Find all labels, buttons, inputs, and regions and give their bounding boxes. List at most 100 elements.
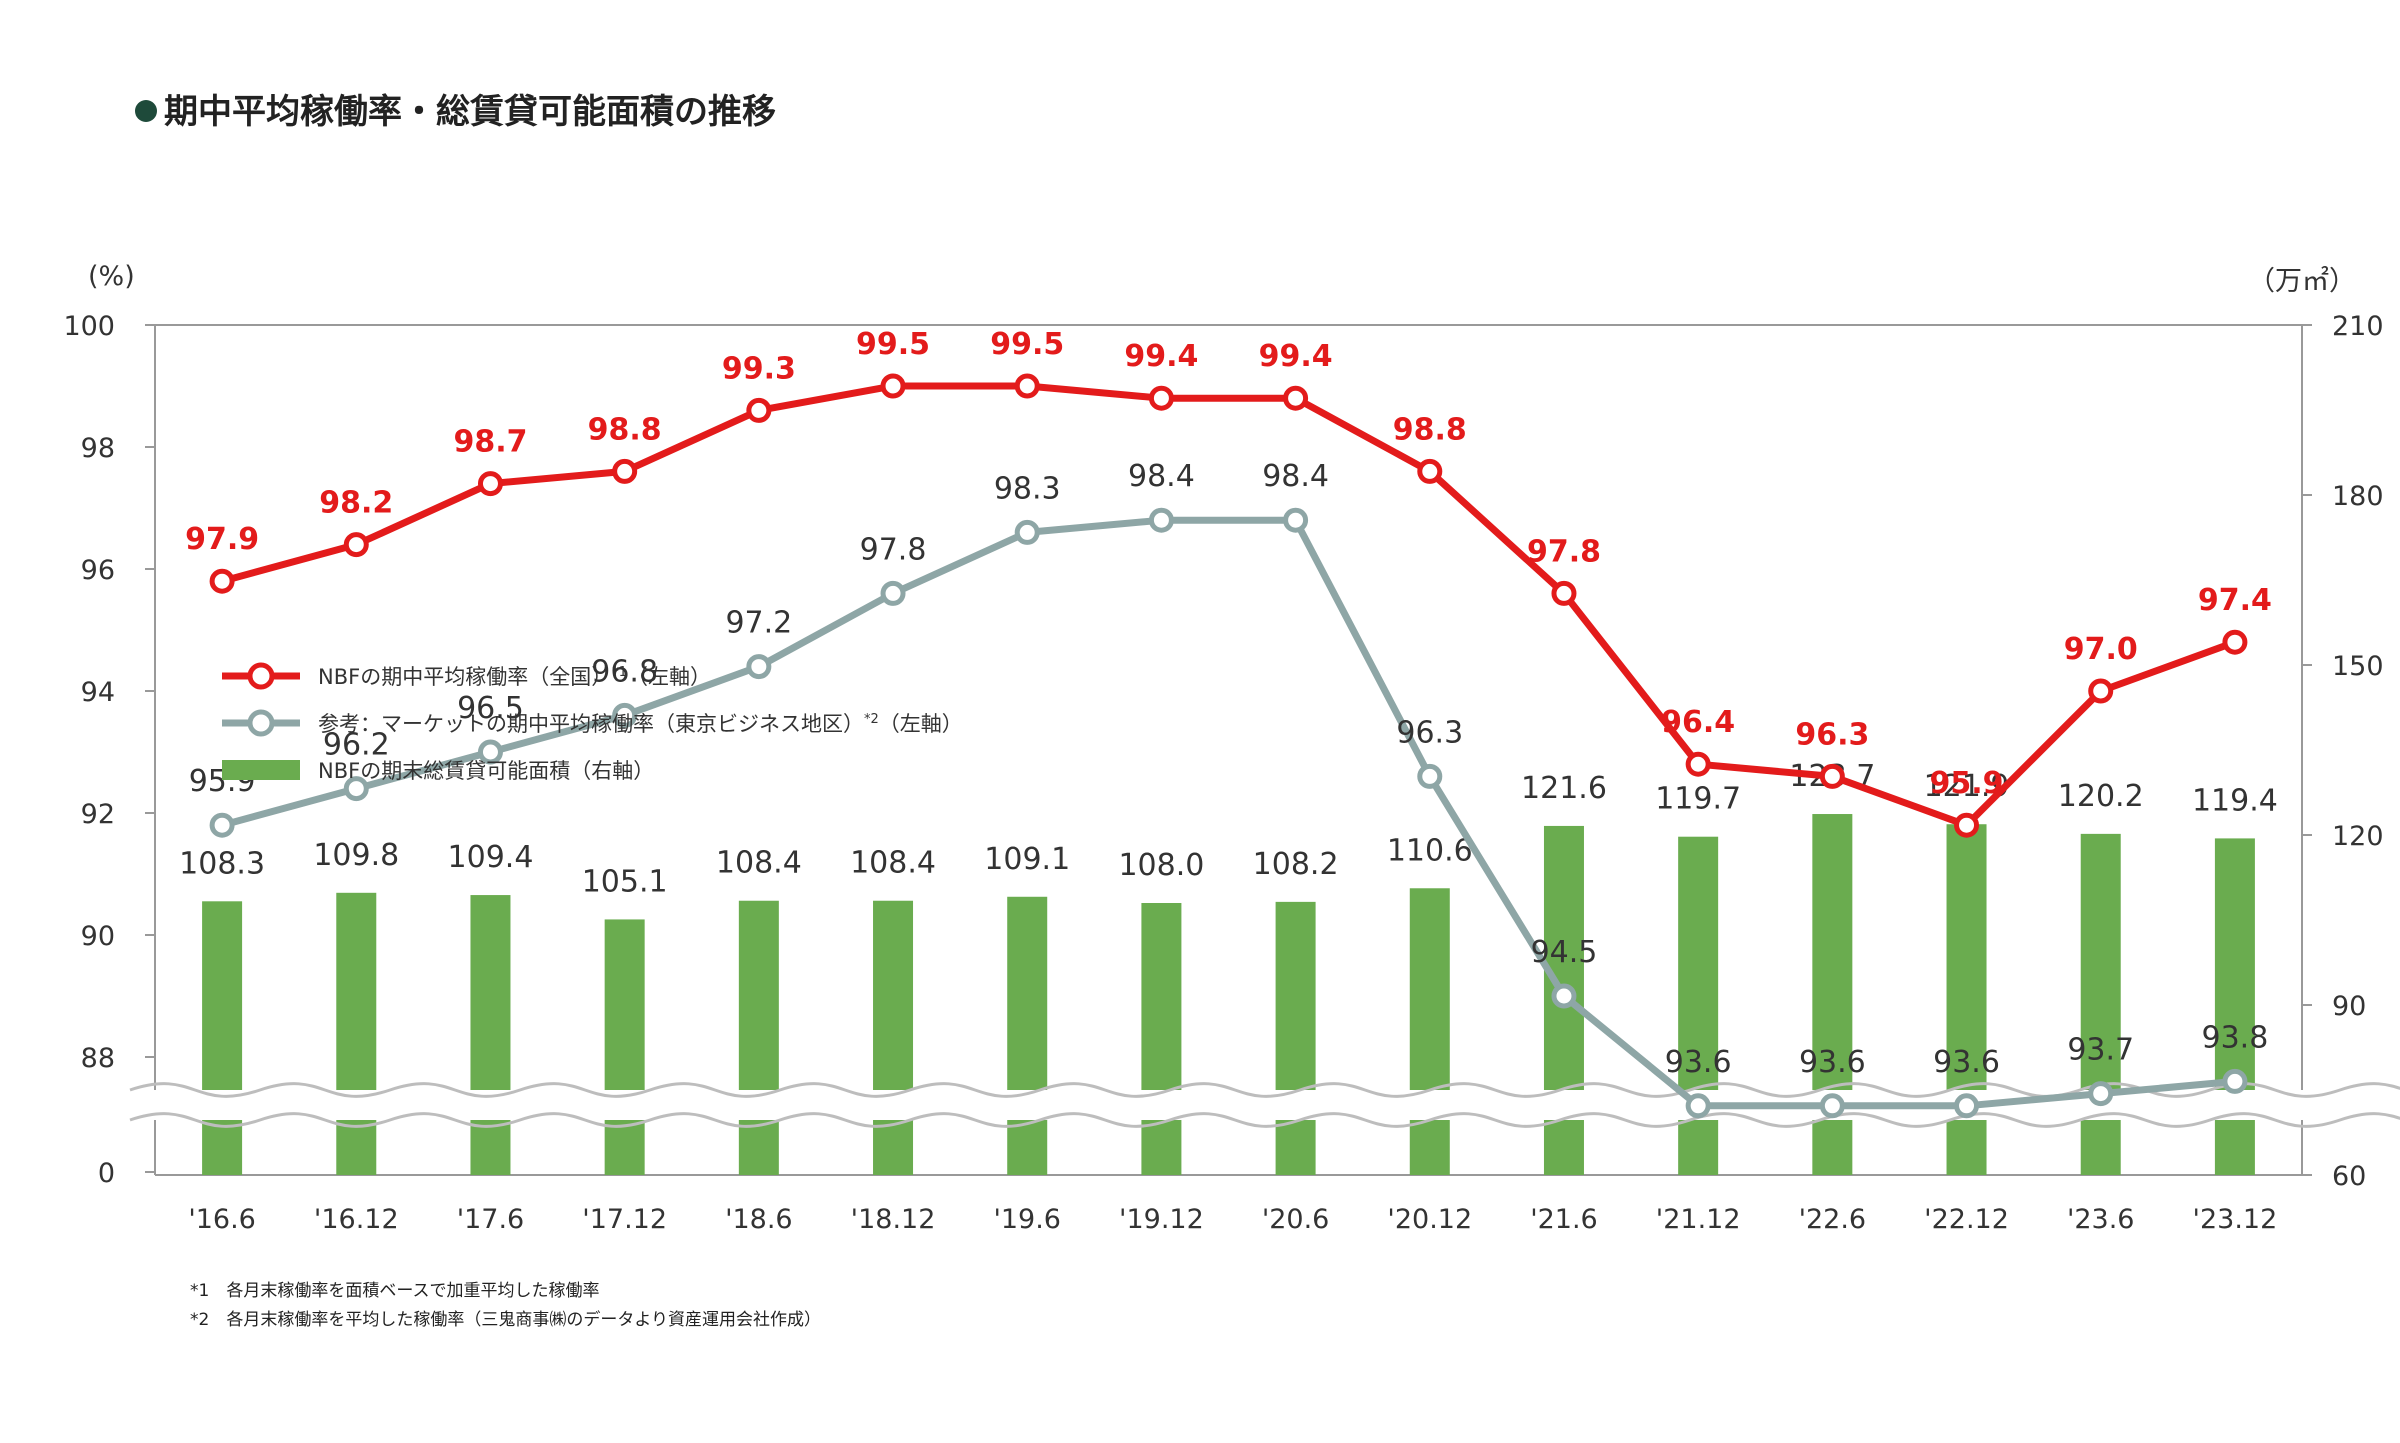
market-data-label: 98.3 [994, 471, 1061, 506]
market-data-label: 93.6 [1665, 1045, 1732, 1080]
occupancy-point [2088, 678, 2114, 704]
occupancy-point [1148, 385, 1174, 411]
area-bar [470, 895, 511, 1175]
left-tick-label: 98 [81, 433, 115, 464]
occupancy-data-label: 99.4 [1259, 339, 1333, 374]
occupancy-point [1819, 763, 1845, 789]
occupancy-point [477, 471, 503, 497]
area-bar-label: 108.4 [850, 846, 936, 881]
bar-series: 108.3 109.8 109.4 105.1 108.4 108.4 109.1 108.0… [179, 759, 2278, 1175]
x-tick-label: '17.12 [582, 1204, 667, 1235]
area-bar [738, 900, 779, 1175]
right-tick-label: 180 [2332, 481, 2384, 512]
market-point [477, 739, 503, 765]
svg-text:NBFの期中平均稼働率（全国）*1（左軸）: NBFの期中平均稼働率（全国）*1（左軸） [318, 665, 711, 689]
svg-text:NBFの期末総賃貸可能面積（右軸）: NBFの期末総賃貸可能面積（右軸） [318, 759, 654, 783]
market-point [1417, 763, 1443, 789]
area-bar [2214, 838, 2255, 1175]
x-tick-label: '20.12 [1387, 1204, 1472, 1235]
plot-frame [154, 324, 2303, 1176]
axis-break-wave-top [129, 1082, 2400, 1098]
legend: NBFの期中平均稼働率（全国）*1（左軸） 参考：マーケットの期中平均稼働率（東… [222, 662, 963, 783]
market-data-label: 96.5 [457, 691, 524, 726]
area-bar [202, 901, 243, 1175]
occupancy-point [2222, 629, 2248, 655]
area-bar [2080, 833, 2121, 1175]
x-tick-label: '18.12 [851, 1204, 936, 1235]
market-point [880, 580, 906, 606]
occupancy-line [221, 382, 2237, 829]
market-point [746, 654, 772, 680]
axis-break [128, 1082, 2400, 1128]
market-data-label: 94.5 [1531, 935, 1598, 970]
area-bar-label: 110.6 [1387, 833, 1473, 868]
legend-sup-occupancy: *1 [612, 665, 627, 680]
left-tick-label: 88 [81, 1043, 115, 1074]
market-point [209, 812, 235, 838]
left-tick-label: 96 [81, 555, 115, 586]
area-bar [1409, 888, 1450, 1175]
line-series: 97.9 98.2 98.7 98.8 99.3 99.5 99.5 99.4 99.4 98.8… [185, 327, 2272, 1119]
area-bar [1946, 824, 1987, 1175]
market-line [221, 516, 2236, 1110]
area-bar [604, 919, 645, 1175]
axis-break-wave-bottom [129, 1112, 2400, 1128]
occupancy-data-label: 98.7 [453, 425, 527, 460]
occupancy-point [612, 458, 638, 484]
occupancy-point [1014, 373, 1040, 399]
right-tick-label: 120 [2332, 821, 2384, 852]
market-point [612, 702, 638, 728]
market-point [2222, 1068, 2248, 1094]
occupancy-data-label: 95.9 [1930, 766, 2004, 801]
x-axis-ticks: '16.6 '16.12 '17.6 '17.12 '18.6 '18.12 '19.6 '1… [188, 1204, 2277, 1235]
occupancy-point [209, 568, 235, 594]
footnote-1: *1 各月末稼働率を面積ベースで加重平均した稼働率 [190, 1281, 599, 1301]
right-tick-label: 60 [2332, 1161, 2366, 1192]
x-tick-label: '20.6 [1262, 1204, 1330, 1235]
market-data-label: 98.4 [1262, 459, 1329, 494]
left-tick-label: 92 [81, 799, 115, 830]
legend-label-market: 参考：マーケットの期中平均稼働率（東京ビジネス地区） [318, 712, 864, 736]
right-tick-label: 210 [2332, 311, 2384, 342]
x-tick-label: '16.12 [314, 1204, 399, 1235]
x-tick-label: '23.12 [2193, 1204, 2278, 1235]
legend-axis-note-occupancy: （左軸） [627, 665, 711, 689]
occupancy-data-label: 97.8 [1527, 534, 1601, 569]
area-bar-label: 119.4 [2192, 783, 2278, 818]
occupancy-point [1417, 458, 1443, 484]
area-bar [1275, 901, 1316, 1175]
occupancy-data-label: 97.4 [2198, 583, 2272, 618]
left-axis-ticks: 100 98 96 94 92 90 88 0 [63, 311, 155, 1189]
occupancy-data-label: 99.4 [1124, 339, 1198, 374]
occupancy-data-label: 96.3 [1795, 717, 1869, 752]
occupancy-point [1685, 751, 1711, 777]
occupancy-point [880, 373, 906, 399]
area-bar-label: 108.0 [1118, 848, 1204, 883]
title-bullet-icon [135, 100, 157, 122]
x-tick-label: '16.6 [188, 1204, 256, 1235]
market-point [1283, 507, 1309, 533]
market-data-label: 98.4 [1128, 459, 1195, 494]
market-point [1551, 983, 1577, 1009]
x-tick-label: '22.12 [1924, 1204, 2009, 1235]
occupancy-data-label: 97.0 [2064, 632, 2138, 667]
market-data-label: 93.6 [1799, 1045, 1866, 1080]
legend-item-area: NBFの期末総賃貸可能面積（右軸） [222, 759, 654, 783]
occupancy-point [746, 397, 772, 423]
x-tick-label: '22.6 [1799, 1204, 1867, 1235]
occupancy-data-label: 98.2 [319, 486, 393, 521]
area-bar-label: 108.4 [716, 846, 802, 881]
area-bar [1141, 903, 1182, 1175]
x-tick-label: '19.12 [1119, 1204, 1204, 1235]
area-bar-label: 120.2 [2058, 779, 2144, 814]
market-point [1148, 507, 1174, 533]
area-bar [336, 892, 377, 1175]
market-point [1014, 519, 1040, 545]
occupancy-point [1551, 580, 1577, 606]
occupancy-data-label: 98.8 [588, 412, 662, 447]
chart-title: 期中平均稼働率・総賃貸可能面積の推移 [164, 92, 776, 132]
market-data-label: 93.7 [2067, 1033, 2134, 1068]
occupancy-data-label: 99.5 [990, 327, 1064, 362]
right-axis-unit: （万㎡） [2248, 266, 2356, 297]
